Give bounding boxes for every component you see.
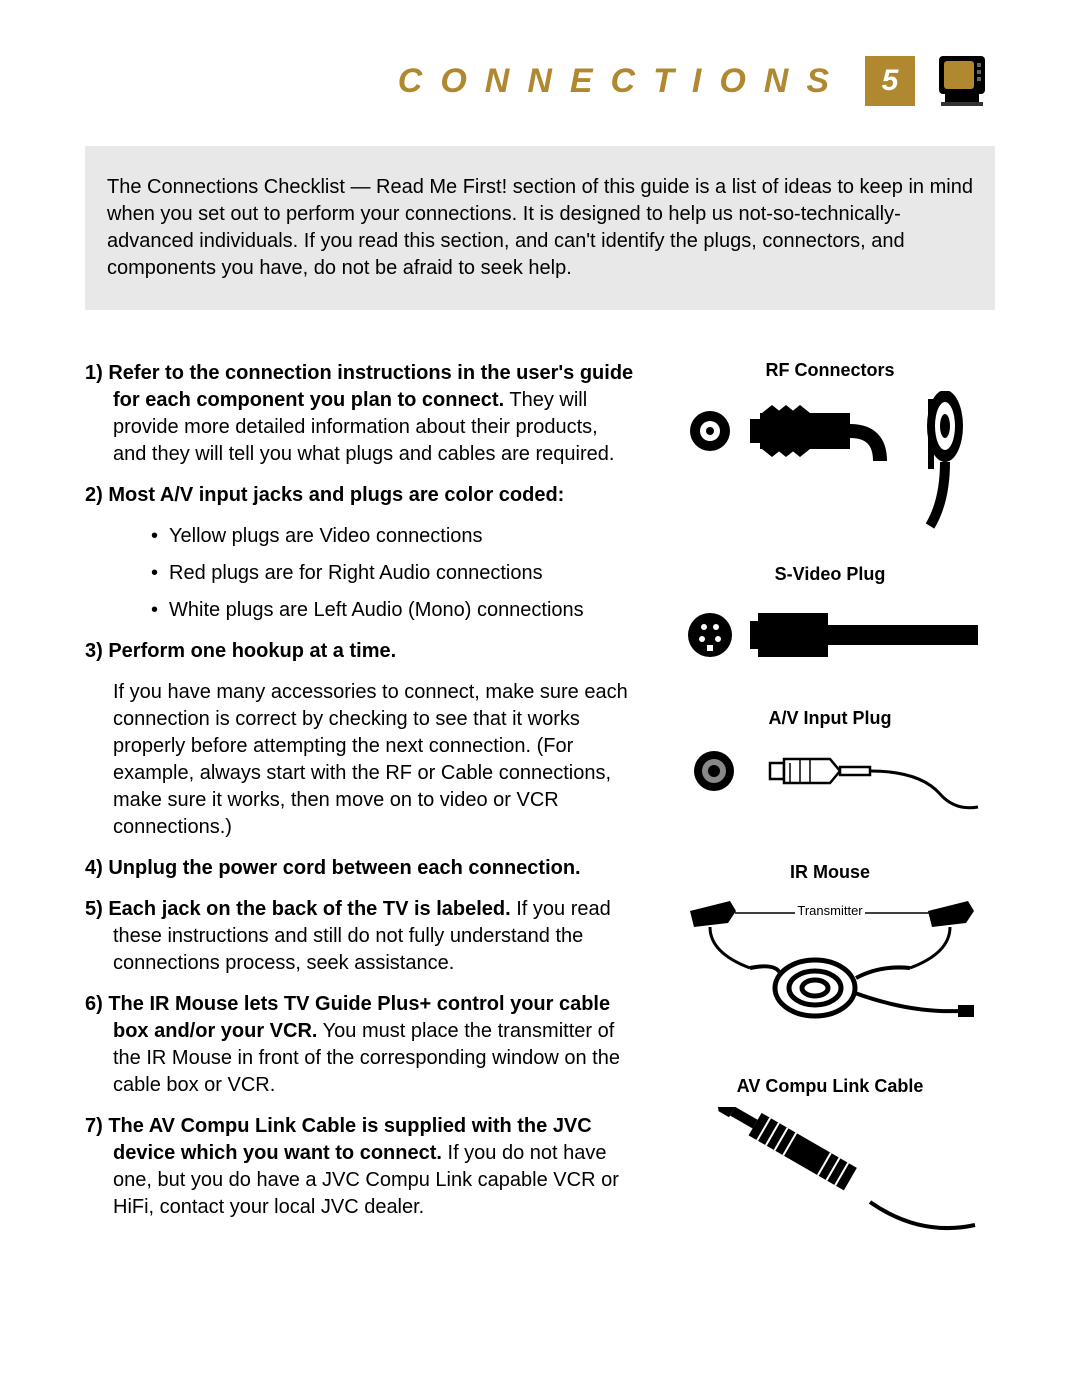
fig-label-rf: RF Connectors xyxy=(665,360,995,381)
item-3-bold: 3) Perform one hookup at a time. xyxy=(85,640,396,662)
bullet-white: White plugs are Left Audio (Mono) connec… xyxy=(151,597,635,624)
item-2-bold: 2) Most A/V input jacks and plugs are co… xyxy=(85,484,564,506)
item-4-bold: 4) Unplug the power cord between each co… xyxy=(85,857,581,879)
ir-mouse-illustration: Transmitter xyxy=(665,893,995,1048)
page-number-badge: 5 xyxy=(865,56,915,106)
svideo-illustration xyxy=(665,595,995,680)
bullet-red: Red plugs are for Right Audio connection… xyxy=(151,560,635,587)
av-plug-illustration xyxy=(665,739,995,834)
header-title: CONNECTIONS xyxy=(398,62,847,101)
fig-label-svideo: S-Video Plug xyxy=(665,564,995,585)
rf-connector-illustration xyxy=(665,391,995,536)
tv-icon xyxy=(933,50,995,112)
item-3: 3) Perform one hookup at a time. xyxy=(85,638,635,665)
content-area: 1) Refer to the connection instructions … xyxy=(0,310,1080,1280)
compu-link-illustration xyxy=(665,1107,995,1252)
item-5: 5) Each jack on the back of the TV is la… xyxy=(85,896,635,977)
bullet-yellow: Yellow plugs are Video connections xyxy=(151,523,635,550)
fig-label-ir: IR Mouse xyxy=(665,862,995,883)
fig-label-compu: AV Compu Link Cable xyxy=(665,1076,995,1097)
figures-column: RF Connectors S-Video Plug xyxy=(665,360,995,1280)
item-7: 7) The AV Compu Link Cable is supplied w… xyxy=(85,1113,635,1221)
item-5-bold: 5) Each jack on the back of the TV is la… xyxy=(85,898,511,920)
item-6: 6) The IR Mouse lets TV Guide Plus+ cont… xyxy=(85,991,635,1099)
intro-text: The Connections Checklist — Read Me Firs… xyxy=(107,176,973,279)
transmitter-label: Transmitter xyxy=(797,903,863,918)
item-3-body: If you have many accessories to connect,… xyxy=(85,679,635,841)
page-header: CONNECTIONS 5 xyxy=(0,0,1080,132)
item-1: 1) Refer to the connection instructions … xyxy=(85,360,635,468)
intro-box: The Connections Checklist — Read Me Firs… xyxy=(85,146,995,310)
instructions-column: 1) Refer to the connection instructions … xyxy=(85,360,635,1280)
color-code-list: Yellow plugs are Video connections Red p… xyxy=(151,523,635,624)
item-4: 4) Unplug the power cord between each co… xyxy=(85,855,635,882)
fig-label-av: A/V Input Plug xyxy=(665,708,995,729)
item-2: 2) Most A/V input jacks and plugs are co… xyxy=(85,482,635,509)
